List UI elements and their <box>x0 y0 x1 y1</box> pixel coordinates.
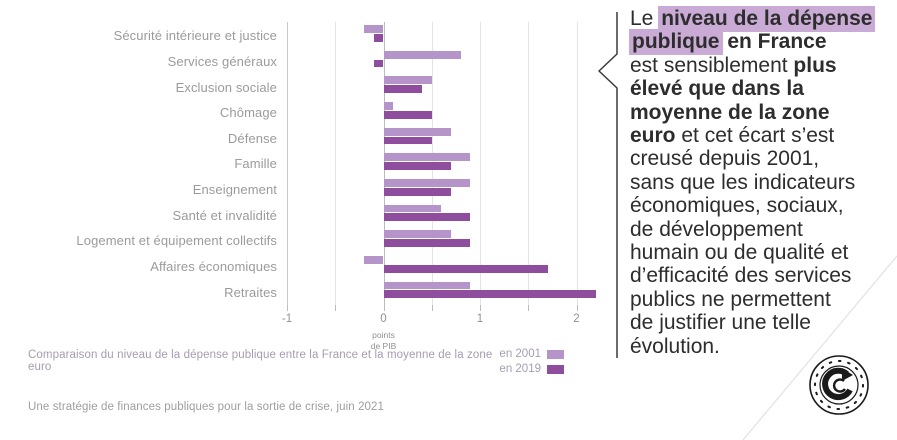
axis-tick-label: -1 <box>281 313 293 325</box>
annotation-segment: est sensiblement <box>630 53 794 77</box>
bar-en-2019 <box>383 239 471 247</box>
gridline <box>287 22 288 305</box>
gridline <box>576 22 578 305</box>
annotation-text: Le niveau de la dépense publique en Franc… <box>629 6 897 358</box>
bar-en-2019 <box>383 213 471 222</box>
annotation-segment: évolution. <box>630 334 720 358</box>
bar-en-2001 <box>364 25 384 33</box>
annotation-segment: en France <box>721 30 827 54</box>
chart-category-labels: Sécurité intérieure et justice Services g… <box>0 23 277 305</box>
axis-unit-label: points de PIB <box>370 330 397 351</box>
bar-en-2001 <box>383 127 452 136</box>
bar-en-2019 <box>383 290 596 299</box>
chart-caption: Comparaison du niveau de la dépense publ… <box>28 349 493 373</box>
bar-en-2019 <box>373 34 384 42</box>
bar-en-2001 <box>383 76 432 85</box>
gridline <box>335 22 337 305</box>
bar-en-2019 <box>383 264 548 273</box>
category-label: Famille <box>234 156 277 172</box>
legend-swatch-2001-icon <box>547 349 564 359</box>
category-label: Chômage <box>219 105 277 121</box>
category-label: Sécurité intérieure et justice <box>113 28 277 44</box>
bar-en-2019 <box>373 59 384 68</box>
callout-bracket-icon <box>598 12 618 358</box>
gridline <box>480 22 481 305</box>
annotation-segment: humain ou de qualité et <box>630 241 849 265</box>
chart-legend: en 2001 en 2019 <box>420 348 564 375</box>
annotation-segment: plus <box>793 53 837 77</box>
axis-tick-label: 2 <box>573 313 580 325</box>
bar-en-2001 <box>383 281 471 290</box>
annotation-segment: élevé que dans la <box>630 77 804 101</box>
annotation-segment: moyenne de la zone <box>630 100 830 124</box>
axis-tick <box>576 305 578 311</box>
category-label: Services généraux <box>167 53 277 69</box>
legend-entry-2001: en 2001 <box>499 348 564 360</box>
annotation-segment: et cet écart s’est <box>675 124 835 148</box>
axis-tick <box>383 305 385 311</box>
annotation-segment: économiques, sociaux, <box>630 194 844 218</box>
bar-en-2001 <box>383 50 461 59</box>
annotation-segment: niveau de la dépense <box>658 6 876 32</box>
category-label: Affaires économiques <box>150 258 277 274</box>
annotation-segment: de justifier une telle <box>630 311 811 335</box>
annotation-segment: creusé depuis 2001, <box>630 147 820 171</box>
legend-swatch-2019-icon <box>547 364 564 374</box>
category-label: Logement et équipement collectifs <box>76 233 277 249</box>
bar-en-2001 <box>383 102 394 110</box>
source-line: Une stratégie de finances publiques pour… <box>28 401 385 413</box>
bar-en-2019 <box>383 162 452 170</box>
bar-en-2001 <box>383 204 442 213</box>
cour-des-comptes-logo-icon <box>809 355 869 415</box>
bar-en-2019 <box>383 110 432 119</box>
axis-tick <box>528 305 530 311</box>
bar-en-2001 <box>383 179 471 187</box>
bar-en-2001 <box>383 230 452 239</box>
annotation-segment: euro <box>630 124 676 148</box>
bar-en-2019 <box>383 85 423 94</box>
legend-label-2001: en 2001 <box>499 348 541 360</box>
legend-entry-2019: en 2019 <box>499 363 564 375</box>
axis-tick <box>335 305 337 311</box>
category-label: Exclusion sociale <box>175 79 277 95</box>
bar-chart-plot: -1 0 1 2 points de PIB <box>282 22 600 351</box>
bar-en-2019 <box>383 136 432 145</box>
annotation-segment: d’efficacité des services <box>630 264 852 288</box>
category-label: Retraites <box>224 284 277 300</box>
annotation-segment: Le <box>630 7 660 30</box>
annotation-segment: sans que les indicateurs <box>630 170 856 194</box>
bar-en-2001 <box>383 153 471 162</box>
axis-tick <box>287 305 288 311</box>
axis-tick-label: 1 <box>476 313 484 325</box>
bar-en-2019 <box>383 187 452 196</box>
category-label: Défense <box>227 130 277 146</box>
gridline <box>528 22 530 305</box>
axis-tick-label: 0 <box>380 313 387 325</box>
category-label: Santé et invalidité <box>172 207 277 223</box>
axis-tick <box>480 305 481 311</box>
legend-label-2019: en 2019 <box>499 363 541 375</box>
category-label: Enseignement <box>192 182 277 198</box>
bar-en-2001 <box>364 255 384 264</box>
annotation-segment: publics ne permettent <box>630 287 831 311</box>
annotation-segment: de développement <box>630 217 803 241</box>
annotation-segment: publique <box>629 29 723 56</box>
axis-tick <box>431 305 433 311</box>
